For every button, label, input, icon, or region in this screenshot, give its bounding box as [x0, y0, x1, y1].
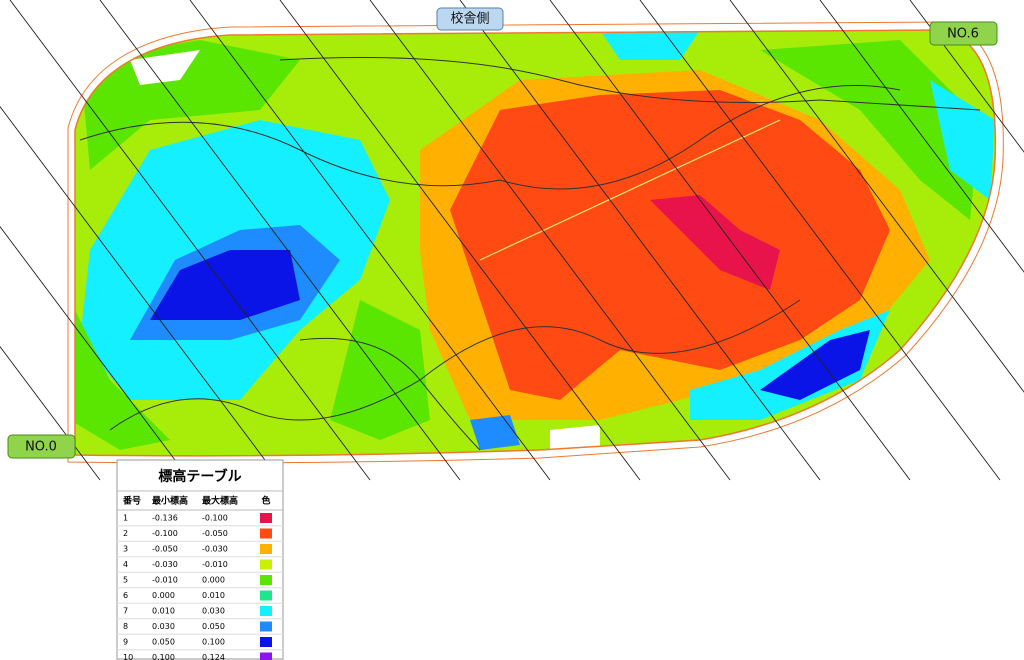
orange-red-area	[450, 90, 890, 400]
survey-line	[189, 0, 551, 481]
map-label: NO.6	[947, 27, 979, 42]
color-swatch	[260, 513, 272, 523]
label-box	[929, 21, 998, 46]
max-elevation: 0.010	[202, 591, 225, 600]
row-number: 3	[123, 545, 128, 554]
color-swatch	[260, 559, 272, 570]
survey-lines	[0, 0, 1024, 481]
row-number: 1	[123, 514, 128, 523]
survey-line	[369, 0, 731, 481]
min-elevation: -0.100	[152, 529, 178, 538]
color-swatch	[260, 544, 272, 554]
green-area	[330, 300, 430, 440]
min-elevation: -0.030	[152, 560, 178, 569]
site-boundary	[74, 29, 997, 457]
table-header: 色	[261, 495, 270, 507]
table-title: 標高テーブル	[158, 468, 241, 485]
max-elevation: 0.030	[202, 607, 225, 616]
site-boundary	[67, 21, 1004, 464]
table-header: 番号	[122, 495, 141, 507]
contour-line	[79, 85, 901, 190]
max-elevation: 0.000	[202, 576, 225, 585]
min-elevation: 0.010	[152, 607, 175, 616]
row-number: 2	[123, 529, 128, 538]
heatmap	[75, 30, 996, 456]
min-elevation: -0.136	[152, 514, 178, 523]
row-number: 7	[123, 607, 128, 616]
survey-line	[549, 0, 911, 481]
row-number: 5	[123, 576, 128, 585]
survey-line	[0, 345, 101, 481]
dark-blue-area	[150, 250, 300, 320]
label-box	[436, 7, 504, 31]
max-elevation: -0.100	[202, 514, 228, 523]
row-number: 6	[123, 591, 128, 600]
row-number: 9	[123, 638, 128, 647]
contours	[79, 57, 981, 451]
color-swatch	[260, 606, 272, 616]
row-number: 8	[123, 622, 128, 631]
survey-line	[0, 105, 281, 481]
color-swatch	[260, 575, 272, 585]
min-elevation: -0.010	[152, 576, 178, 585]
blank-area	[130, 50, 200, 85]
survey-line	[0, 225, 191, 481]
min-elevation: 0.000	[152, 591, 175, 600]
survey-line	[909, 0, 1024, 153]
max-elevation: 0.124	[202, 653, 225, 660]
color-swatch	[260, 590, 272, 601]
color-swatch	[260, 528, 272, 539]
cyan-area	[600, 30, 700, 60]
max-elevation: 0.100	[202, 638, 225, 647]
contour-line	[109, 299, 801, 431]
survey-line	[9, 0, 371, 481]
dark-blue-area	[760, 330, 870, 400]
max-elevation: -0.030	[202, 545, 228, 554]
map-label: 校舎側	[450, 11, 489, 27]
green-area	[75, 300, 170, 450]
min-elevation: 0.030	[152, 622, 175, 631]
survey-line	[639, 0, 1001, 481]
survey-line	[99, 0, 461, 481]
color-swatch	[260, 652, 272, 660]
map-label: NO.0	[25, 440, 57, 455]
max-elevation: -0.010	[202, 560, 228, 569]
survey-line	[279, 0, 641, 481]
max-elevation: -0.050	[202, 529, 228, 538]
color-swatch	[260, 637, 272, 647]
red-area	[650, 195, 780, 290]
table-frame	[116, 459, 284, 660]
min-elevation: -0.050	[152, 545, 178, 554]
contour-line	[279, 57, 981, 111]
min-elevation: 0.100	[152, 653, 175, 660]
table-header: 最小標高	[152, 495, 188, 507]
row-number: 4	[123, 560, 128, 569]
max-elevation: 0.050	[202, 622, 225, 631]
survey-line	[729, 0, 1024, 393]
survey-line	[459, 0, 821, 481]
label-box	[7, 434, 76, 459]
elevation-table: 標高テーブル 番号 最小標高 最大標高 色 1 -0.136 -0.100 2 -0.100 -0…	[116, 459, 284, 660]
blank-area	[550, 425, 600, 450]
contour-line	[299, 337, 481, 451]
min-elevation: 0.050	[152, 638, 175, 647]
table-header: 最大標高	[202, 495, 238, 507]
survey-line	[819, 0, 1024, 273]
center-line	[479, 119, 781, 261]
row-number: 10	[123, 653, 133, 660]
color-swatch	[260, 621, 272, 632]
green-area	[760, 40, 980, 220]
